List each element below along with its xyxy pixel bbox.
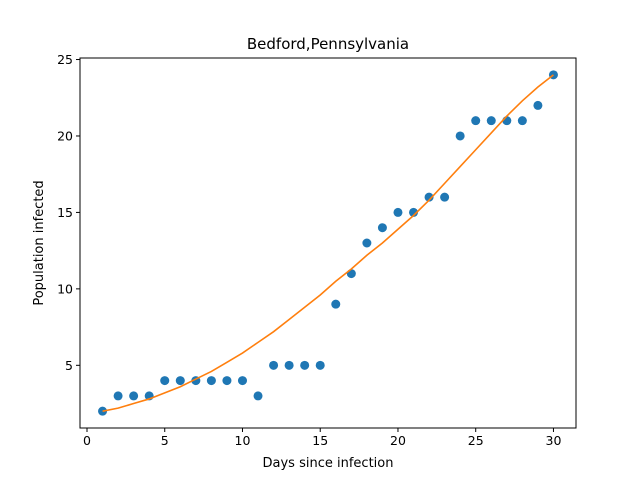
data-point <box>455 131 465 141</box>
y-axis: 5 10 15 20 25 <box>57 52 80 373</box>
data-point <box>129 391 139 401</box>
y-tick-label: 25 <box>57 52 73 67</box>
data-point <box>377 223 387 233</box>
data-point <box>315 360 325 370</box>
data-point <box>98 406 108 416</box>
data-point <box>206 376 216 386</box>
data-point <box>346 269 356 279</box>
x-tick-label: 20 <box>390 433 406 448</box>
x-tick-label: 25 <box>468 433 484 448</box>
data-point <box>424 192 434 202</box>
y-axis-title: Population infected <box>32 180 47 305</box>
data-point <box>253 391 263 401</box>
x-axis: 0 5 10 15 20 25 30 <box>83 428 561 448</box>
x-axis-title: Days since infection <box>263 456 394 471</box>
y-tick-label: 10 <box>57 281 73 296</box>
data-point <box>237 376 247 386</box>
data-point <box>486 116 496 126</box>
plot-frame <box>79 57 577 429</box>
data-point <box>284 360 294 370</box>
x-tick-label: 15 <box>312 433 328 448</box>
data-point <box>533 100 543 110</box>
x-tick-label: 10 <box>235 433 251 448</box>
data-point <box>222 376 232 386</box>
x-tick-label: 5 <box>161 433 169 448</box>
plot-area <box>98 70 558 416</box>
chart-title: Bedford,Pennsylvania <box>247 35 409 53</box>
data-point <box>409 207 419 217</box>
data-point <box>362 238 372 248</box>
data-point <box>471 116 481 126</box>
data-point <box>517 116 527 126</box>
y-tick-label: 5 <box>65 358 73 373</box>
data-point <box>269 360 279 370</box>
y-tick-label: 20 <box>57 128 73 143</box>
data-point <box>393 207 403 217</box>
data-point <box>300 360 310 370</box>
data-point <box>440 192 450 202</box>
fit-line <box>102 74 554 412</box>
data-point <box>175 376 185 386</box>
y-tick-label: 15 <box>57 205 73 220</box>
x-tick-label: 30 <box>546 433 562 448</box>
x-tick-label: 0 <box>83 433 91 448</box>
data-point <box>160 376 170 386</box>
data-point <box>113 391 123 401</box>
data-point <box>331 299 341 309</box>
